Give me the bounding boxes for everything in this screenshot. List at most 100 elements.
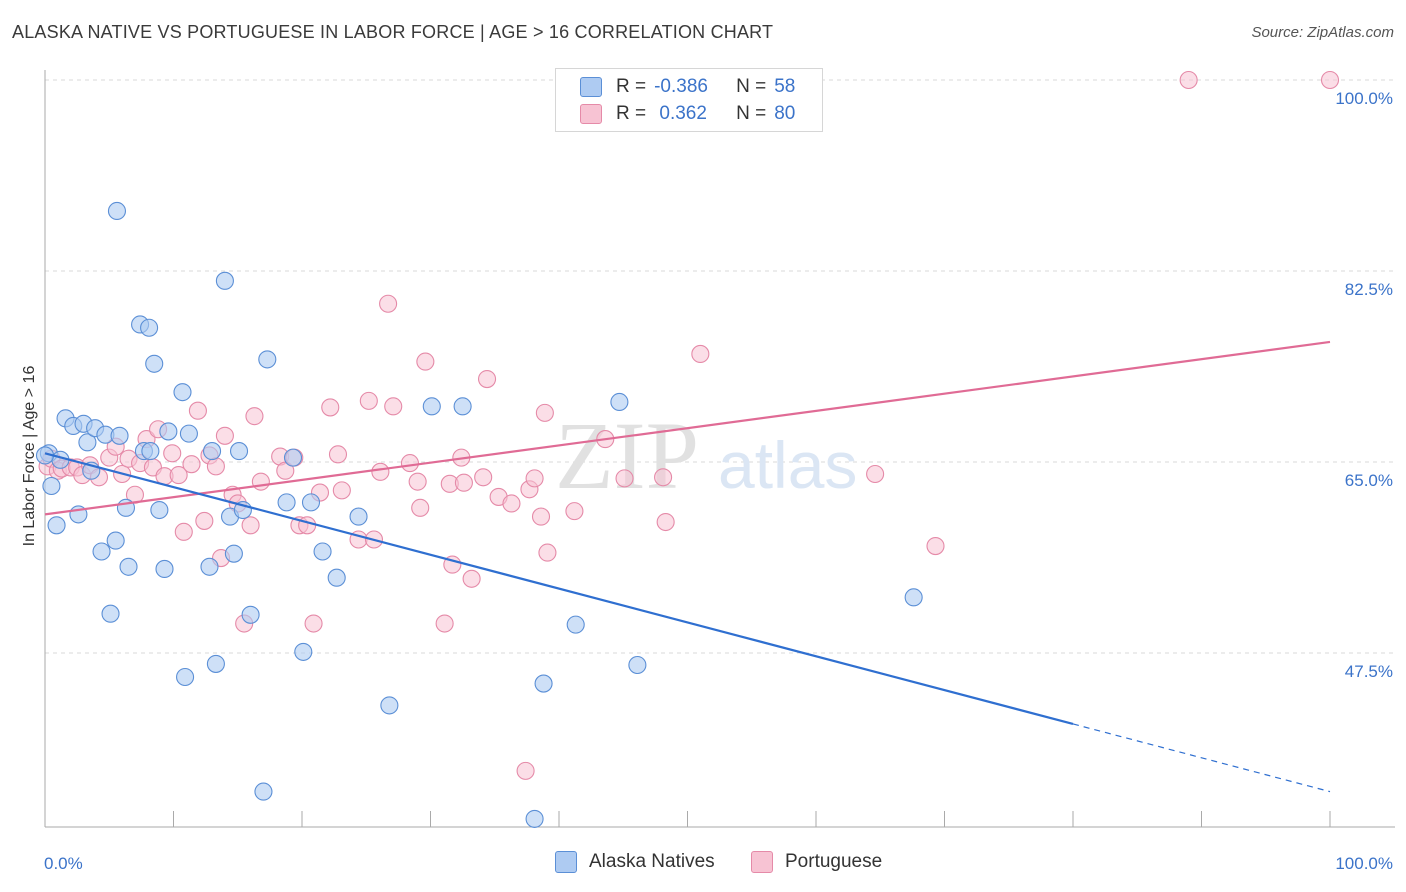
data-point-alaska-natives (101, 604, 120, 623)
grid-lines (45, 79, 1395, 654)
data-point-alaska-natives (200, 557, 219, 576)
data-point-portuguese (654, 468, 673, 487)
data-point-alaska-natives (241, 605, 260, 624)
data-point-alaska-natives (453, 397, 472, 416)
watermark-zip: ZIP (555, 402, 699, 509)
data-point-alaska-natives (140, 318, 159, 337)
data-point-alaska-natives (119, 557, 138, 576)
data-point-alaska-natives (254, 782, 273, 801)
data-point-portuguese (477, 370, 497, 389)
data-point-portuguese (462, 569, 481, 588)
data-point-alaska-natives (150, 500, 169, 520)
data-point-portuguese (565, 502, 584, 521)
y-tick-label: 65.0% (1345, 471, 1393, 490)
data-point-portuguese (251, 472, 270, 491)
data-point-portuguese (328, 445, 348, 464)
data-point-alaska-natives (78, 433, 97, 452)
legend-swatch-blue (555, 851, 577, 873)
y-tick-label: 82.5% (1345, 280, 1393, 299)
data-point-portuguese (454, 473, 473, 492)
y-axis-label: In Labor Force | Age > 16 (21, 366, 38, 547)
data-point-portuguese (474, 468, 493, 487)
data-point-alaska-natives (566, 615, 585, 634)
chart-source: Source: ZipAtlas.com (1251, 24, 1394, 41)
y-tick-label: 47.5% (1345, 662, 1393, 681)
legend-swatch-pink (751, 851, 773, 873)
tick-labels: 47.5% 65.0% 82.5% 100.0% 0.0% 100.0% (44, 89, 1393, 873)
data-point-alaska-natives (206, 654, 225, 673)
data-point-portuguese (298, 516, 317, 535)
data-point-alaska-natives (904, 588, 923, 607)
data-point-portuguese (408, 472, 427, 491)
trend-line-alaska-natives-extension (1072, 723, 1331, 793)
data-point-alaska-natives (173, 383, 192, 402)
data-point-alaska-natives (203, 442, 222, 461)
data-point-alaska-natives (107, 201, 127, 221)
data-point-portuguese (615, 469, 634, 488)
data-point-portuguese (304, 614, 323, 633)
data-point-alaska-natives (283, 448, 303, 467)
legend-n-label: N = (736, 103, 767, 124)
data-point-portuguese (516, 761, 535, 780)
trend-line-portuguese (44, 340, 1331, 516)
data-point-portuguese (538, 543, 557, 562)
legend-swatch-pink (580, 104, 602, 124)
data-point-portuguese (163, 444, 182, 463)
legend-n-value: 80 (774, 103, 796, 124)
legend-row-portuguese: R = 0.362 N = 80 (580, 102, 795, 126)
data-point-alaska-natives (145, 354, 164, 373)
data-point-alaska-natives (215, 271, 234, 290)
legend-label-portuguese: Portuguese (785, 851, 883, 872)
data-point-alaska-natives (141, 442, 160, 461)
chart-title: ALASKA NATIVE VS PORTUGUESE IN LABOR FOR… (12, 22, 774, 42)
data-point-alaska-natives (224, 544, 243, 563)
data-point-alaska-natives (47, 516, 66, 535)
data-point-alaska-natives (610, 392, 629, 412)
data-point-alaska-natives (92, 542, 111, 561)
x-tick-label: 0.0% (44, 854, 83, 873)
data-point-portuguese (215, 426, 234, 445)
stats-legend: R = -0.386 N = 58 R = 0.362 N = 80 (555, 68, 823, 132)
data-point-portuguese (416, 352, 435, 371)
data-point-portuguese (435, 614, 454, 633)
y-tick-label: 100.0% (1335, 89, 1393, 108)
legend-item-portuguese: Portuguese (751, 851, 882, 873)
legend-n-label: N = (736, 76, 767, 97)
legend-r-label: R = (616, 103, 647, 124)
data-point-alaska-natives (155, 559, 174, 579)
data-point-portuguese (379, 294, 398, 313)
x-tick-label: 100.0% (1335, 854, 1393, 873)
data-point-portuguese (182, 455, 201, 474)
watermark: ZIP atlas (555, 402, 857, 509)
legend-r-label: R = (616, 76, 647, 97)
data-point-alaska-natives (628, 655, 647, 675)
series-alaska-natives (35, 201, 923, 828)
data-point-portuguese (926, 536, 945, 556)
data-point-alaska-natives (277, 493, 296, 512)
data-point-alaska-natives (349, 507, 368, 526)
data-point-portuguese (195, 511, 214, 530)
series-legend: Alaska Natives Portuguese (0, 851, 1406, 877)
watermark-atlas: atlas (718, 428, 857, 502)
legend-n-value: 58 (774, 76, 796, 97)
data-point-alaska-natives (110, 426, 129, 445)
data-point-portuguese (866, 464, 885, 484)
data-point-alaska-natives (42, 476, 61, 496)
legend-r-value: -0.386 (654, 76, 708, 97)
data-point-portuguese (241, 516, 260, 535)
data-point-portuguese (321, 398, 340, 417)
data-point-alaska-natives (159, 422, 178, 441)
data-point-portuguese (502, 494, 521, 513)
data-point-portuguese (525, 469, 544, 488)
data-point-portuguese (656, 512, 675, 532)
data-point-portuguese (384, 397, 403, 416)
legend-label-alaska-natives: Alaska Natives (589, 851, 715, 872)
data-point-alaska-natives (106, 531, 125, 550)
data-point-alaska-natives (380, 696, 399, 715)
data-point-portuguese (400, 454, 419, 473)
data-point-alaska-natives (301, 493, 321, 512)
data-point-portuguese (1320, 70, 1340, 90)
data-point-portuguese (332, 481, 351, 500)
data-point-alaska-natives (327, 568, 346, 587)
